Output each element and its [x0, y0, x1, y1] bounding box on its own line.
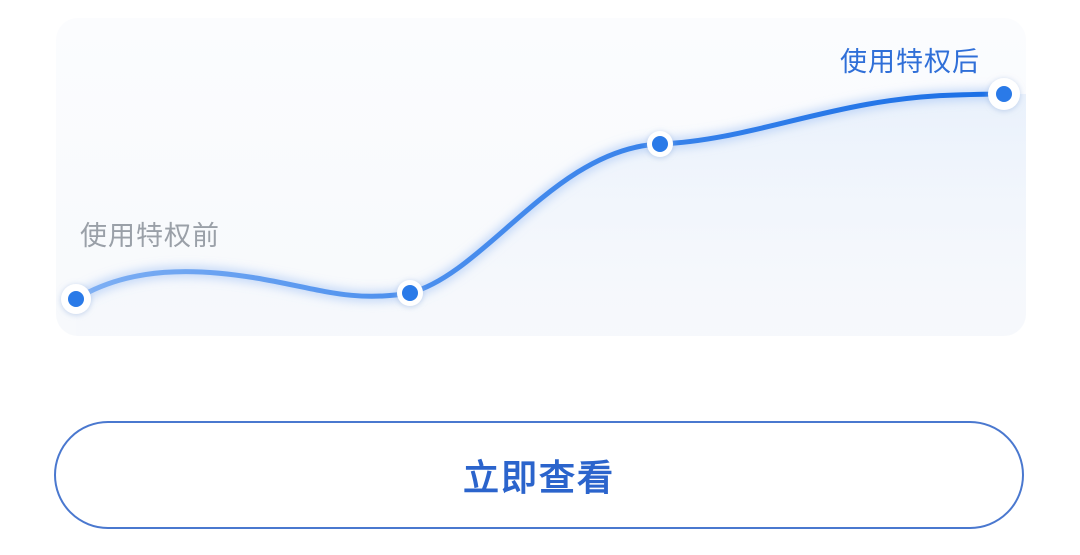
curve-point-3 [647, 131, 673, 157]
label-before-privilege: 使用特权前 [80, 221, 220, 252]
curve-line [73, 91, 1009, 302]
curve-point-2 [397, 280, 423, 306]
curve-area-fill [76, 94, 1026, 336]
curve-point-end [988, 78, 1020, 110]
view-now-button[interactable]: 立即查看 [54, 421, 1024, 529]
growth-chart-card: 使用特权前 使用特权后 [56, 18, 1026, 336]
view-now-button-label: 立即查看 [462, 458, 615, 499]
growth-curve-chart [61, 78, 1026, 336]
label-after-privilege: 使用特权后 [840, 47, 980, 78]
curve-point-start [61, 284, 91, 314]
